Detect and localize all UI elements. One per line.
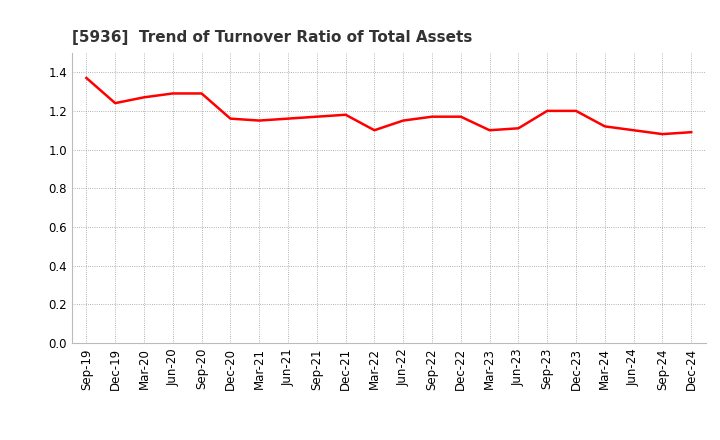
Text: [5936]  Trend of Turnover Ratio of Total Assets: [5936] Trend of Turnover Ratio of Total …: [72, 29, 472, 45]
